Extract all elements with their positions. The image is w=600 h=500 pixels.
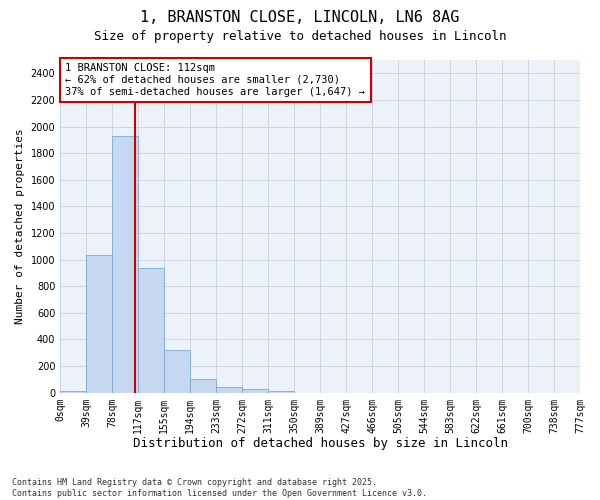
Y-axis label: Number of detached properties: Number of detached properties [15, 128, 25, 324]
Bar [216, 386, 242, 392]
Bar [138, 268, 164, 392]
Text: Size of property relative to detached houses in Lincoln: Size of property relative to detached ho… [94, 30, 506, 43]
Bar [164, 350, 190, 393]
Bar [112, 136, 138, 392]
Text: Contains HM Land Registry data © Crown copyright and database right 2025.
Contai: Contains HM Land Registry data © Crown c… [12, 478, 427, 498]
Text: 1, BRANSTON CLOSE, LINCOLN, LN6 8AG: 1, BRANSTON CLOSE, LINCOLN, LN6 8AG [140, 10, 460, 25]
Bar [242, 388, 268, 392]
Bar [60, 390, 86, 392]
Bar [190, 378, 216, 392]
Bar [86, 255, 112, 392]
Bar [268, 390, 294, 392]
X-axis label: Distribution of detached houses by size in Lincoln: Distribution of detached houses by size … [133, 437, 508, 450]
Text: 1 BRANSTON CLOSE: 112sqm
← 62% of detached houses are smaller (2,730)
37% of sem: 1 BRANSTON CLOSE: 112sqm ← 62% of detach… [65, 64, 365, 96]
